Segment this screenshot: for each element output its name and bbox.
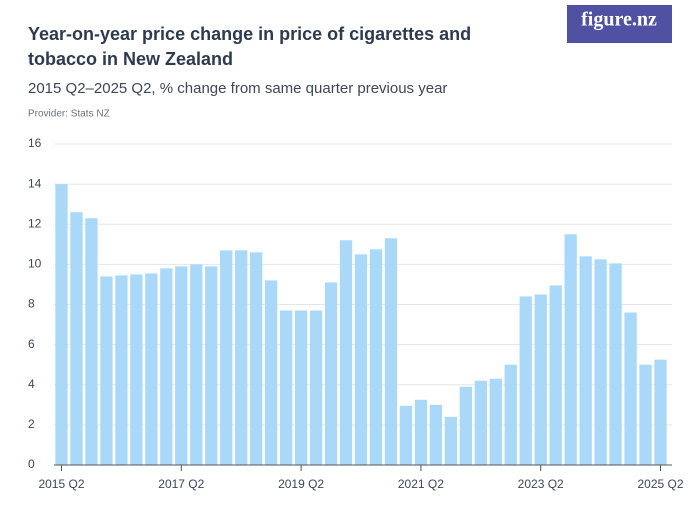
bar [384, 238, 398, 465]
bar [609, 263, 622, 465]
bar [130, 274, 143, 465]
bar [265, 280, 278, 465]
bar [534, 294, 547, 465]
y-tick-label: 12 [28, 216, 42, 230]
bar [85, 218, 98, 465]
x-tick-label: 2017 Q2 [158, 477, 204, 491]
bar [279, 310, 293, 465]
bar [639, 364, 652, 465]
bar [175, 266, 188, 465]
bar [235, 250, 248, 465]
bar [55, 184, 68, 465]
y-tick-label: 10 [28, 257, 42, 271]
bar [190, 264, 203, 465]
bar [459, 386, 472, 465]
y-tick-label: 6 [28, 337, 35, 351]
chart-title: Year-on-year price change in price of ci… [28, 24, 471, 69]
chart-subtitle: 2015 Q2–2025 Q2, % change from same quar… [28, 80, 447, 97]
bar [294, 310, 308, 465]
bar [579, 256, 592, 465]
bar [145, 273, 158, 465]
bar [205, 266, 218, 465]
y-tick-label: 0 [28, 457, 35, 471]
y-tick-label: 8 [28, 297, 35, 311]
bar [220, 250, 233, 465]
bar [654, 359, 667, 465]
bar [504, 364, 517, 465]
y-tick-label: 4 [28, 377, 35, 391]
bar [369, 249, 383, 465]
bar [549, 285, 562, 465]
bar [594, 259, 607, 465]
bar [429, 404, 443, 465]
bar [115, 275, 128, 465]
y-tick-label: 2 [28, 417, 35, 431]
bar [399, 405, 413, 465]
bar [100, 276, 113, 465]
bar [70, 212, 83, 465]
bar [444, 416, 457, 465]
x-tick-label: 2021 Q2 [398, 477, 444, 491]
x-tick-label: 2019 Q2 [278, 477, 324, 491]
bar [624, 312, 637, 465]
provider: Provider: Stats NZ [28, 109, 110, 120]
brand-text[interactable]: figure.nz [581, 9, 657, 31]
bar [354, 254, 368, 465]
bar [160, 268, 173, 465]
bar [564, 234, 577, 465]
x-tick-label: 2015 Q2 [38, 477, 84, 491]
x-tick-label: 2023 Q2 [518, 477, 564, 491]
brand-logo[interactable] [567, 5, 672, 43]
bar [309, 310, 323, 465]
y-tick-label: 16 [28, 136, 42, 150]
bar [250, 252, 263, 465]
bar [324, 282, 338, 465]
bar [339, 240, 353, 465]
x-tick-label: 2025 Q2 [637, 477, 683, 491]
bar [519, 296, 532, 465]
bar [474, 380, 487, 465]
bar [414, 399, 428, 465]
bar [489, 378, 502, 465]
y-tick-label: 14 [28, 176, 42, 190]
